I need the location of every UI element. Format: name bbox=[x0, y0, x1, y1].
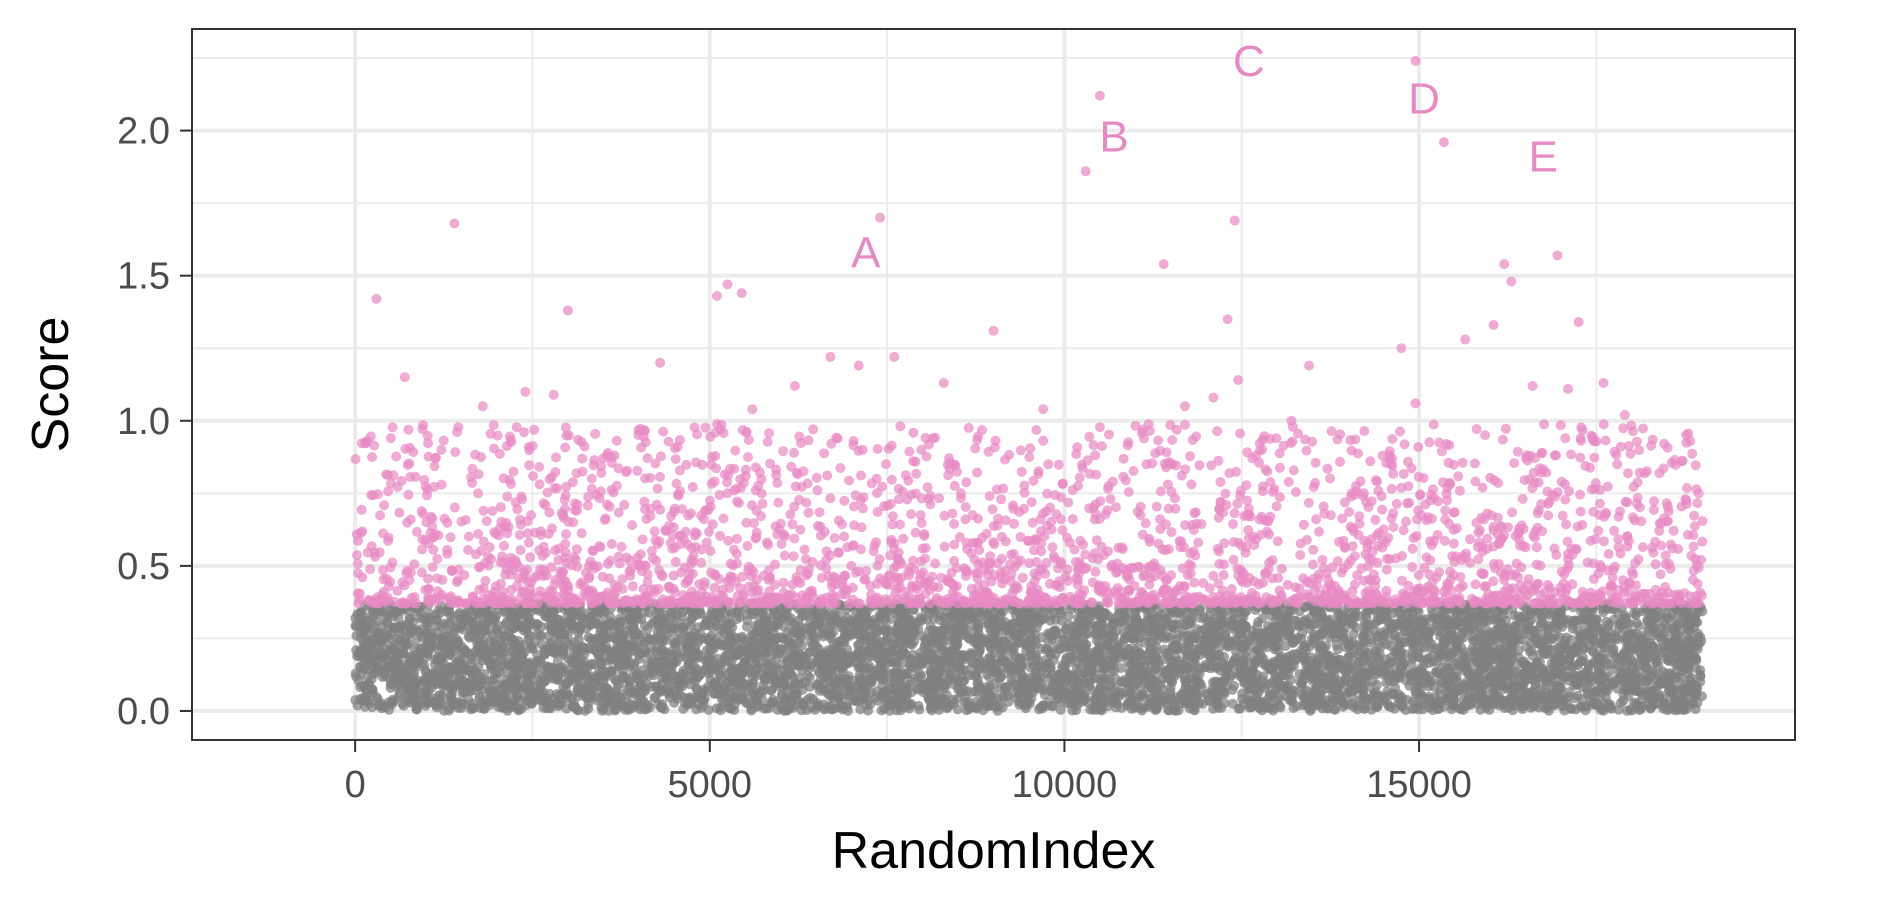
data-point-below-threshold bbox=[410, 699, 421, 709]
data-point-below-threshold bbox=[1569, 693, 1580, 704]
data-point-below-threshold bbox=[534, 629, 545, 640]
data-point-below-threshold bbox=[942, 702, 953, 713]
data-point-below-threshold bbox=[466, 703, 477, 713]
data-point-below-threshold bbox=[952, 704, 963, 715]
data-point-below-threshold bbox=[1351, 700, 1362, 711]
data-point-below-threshold bbox=[966, 687, 977, 698]
data-point-below-threshold bbox=[1240, 639, 1251, 649]
data-point-below-threshold bbox=[1530, 679, 1541, 690]
data-point-below-threshold bbox=[1030, 629, 1040, 640]
data-point-below-threshold bbox=[1055, 704, 1066, 715]
data-point-below-threshold bbox=[518, 625, 529, 636]
data-point-below-threshold bbox=[1622, 705, 1632, 716]
data-point-below-threshold bbox=[614, 617, 625, 628]
data-point-below-threshold bbox=[674, 689, 685, 700]
data-point-below-threshold bbox=[1521, 673, 1532, 684]
data-point-below-threshold bbox=[914, 704, 925, 715]
data-points bbox=[350, 55, 1708, 716]
data-point-below-threshold bbox=[500, 675, 511, 686]
data-point-below-threshold bbox=[1618, 695, 1629, 706]
data-point-below-threshold bbox=[523, 634, 534, 645]
data-point-below-threshold bbox=[691, 704, 702, 715]
data-point-below-threshold bbox=[1202, 616, 1213, 627]
data-point-below-threshold bbox=[580, 705, 591, 716]
data-point-below-threshold bbox=[1678, 705, 1689, 716]
data-point-below-threshold bbox=[720, 653, 731, 664]
data-point-below-threshold bbox=[1095, 674, 1106, 685]
data-point-below-threshold bbox=[1145, 670, 1156, 681]
data-point-below-threshold bbox=[489, 639, 500, 650]
data-point-below-threshold bbox=[1366, 704, 1377, 715]
data-point-below-threshold bbox=[1588, 647, 1599, 658]
data-point-below-threshold bbox=[1291, 701, 1302, 712]
data-point-below-threshold bbox=[531, 658, 542, 669]
data-point-below-threshold bbox=[1423, 681, 1434, 692]
data-point-below-threshold bbox=[635, 691, 646, 702]
